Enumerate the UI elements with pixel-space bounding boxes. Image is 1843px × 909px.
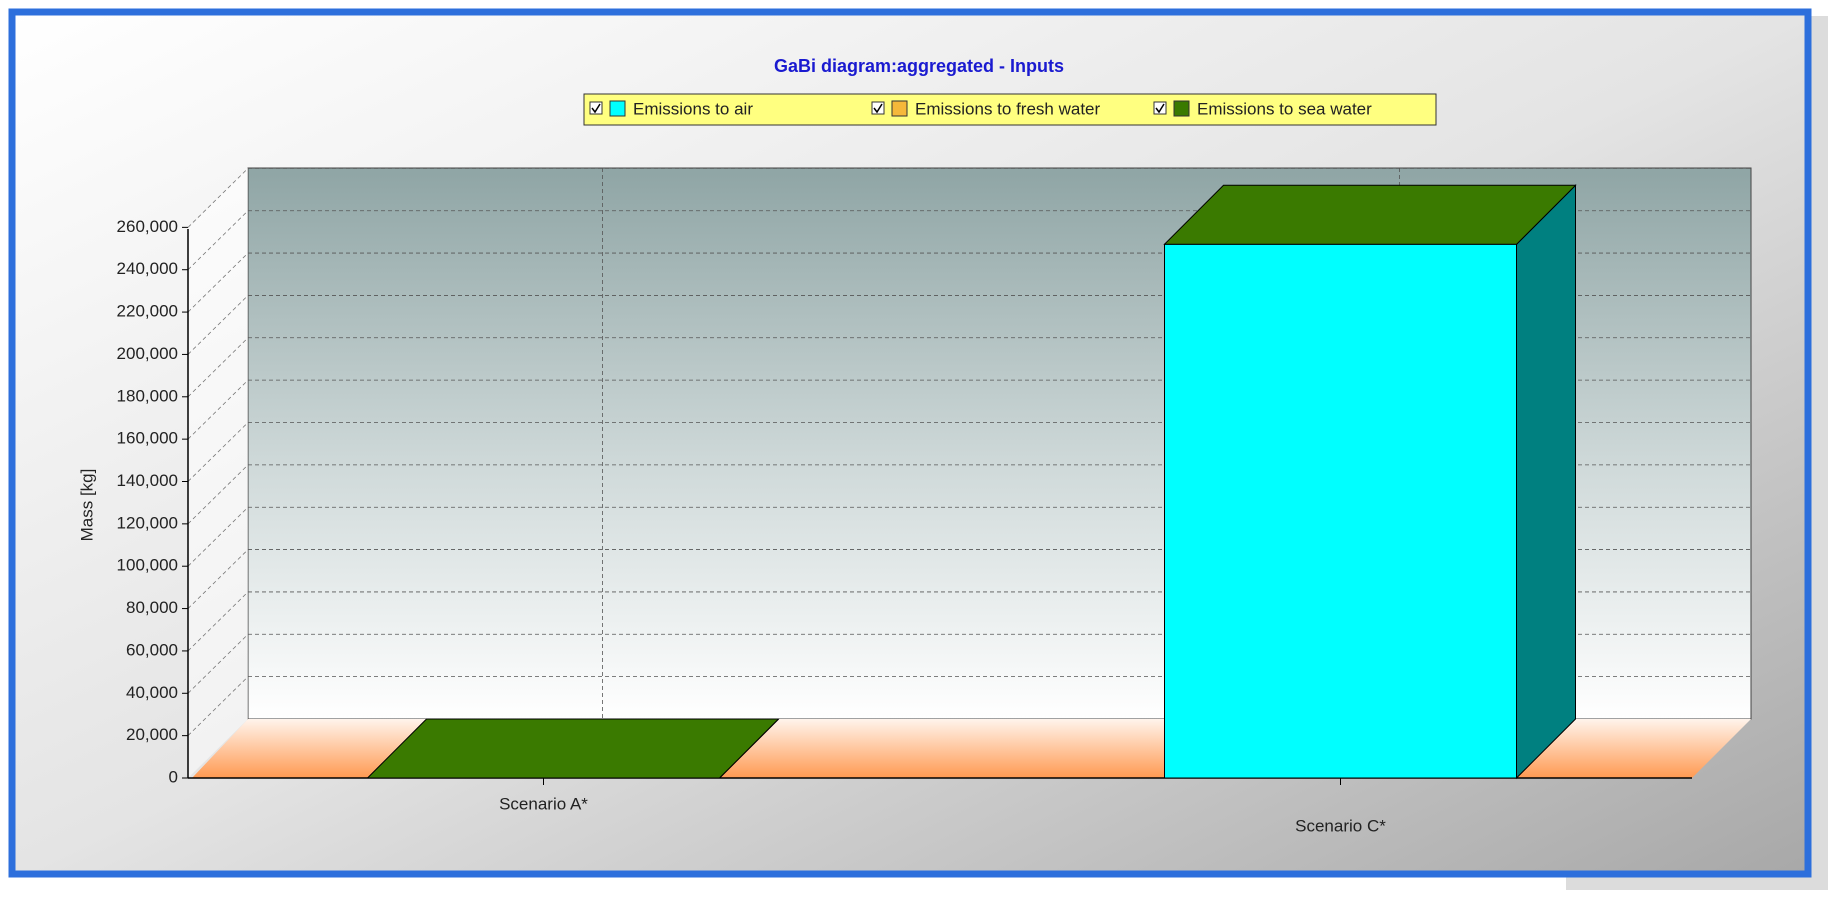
bar-top — [366, 718, 780, 779]
y-axis-label: Mass [kg] — [77, 469, 96, 542]
legend-swatch — [1173, 100, 1190, 117]
grid-line-side — [187, 252, 249, 313]
chart-title: GaBi diagram:aggregated - Inputs — [774, 56, 1064, 76]
grid-line-side — [187, 168, 249, 228]
y-tick-label: 140,000 — [117, 471, 178, 490]
grid-line-side — [187, 676, 249, 736]
grid-line-side — [187, 506, 249, 567]
y-tick-label: 260,000 — [117, 217, 178, 236]
legend-check — [873, 103, 883, 114]
bar-side — [1516, 184, 1576, 780]
legend-label: Emissions to air — [633, 99, 753, 118]
y-tick-label: 80,000 — [126, 598, 178, 617]
legend-swatch — [609, 100, 626, 117]
y-tick-label: 100,000 — [117, 556, 178, 575]
x-tick-label: Scenario A* — [499, 794, 588, 813]
y-tick-label: 0 — [169, 767, 178, 786]
y-tick-label: 20,000 — [126, 725, 178, 744]
grid-line-side — [187, 634, 249, 694]
legend-swatch — [891, 100, 908, 117]
y-tick-label: 240,000 — [117, 259, 178, 278]
grid-line-side — [187, 464, 249, 525]
grid-line-side — [187, 379, 249, 440]
y-tick-label: 120,000 — [117, 513, 178, 532]
y-tick-label: 160,000 — [117, 429, 178, 448]
grid-line-side — [187, 591, 249, 652]
grid-line-side — [187, 337, 249, 398]
x-tick-label: Scenario C* — [1295, 816, 1386, 835]
legend-check — [591, 103, 601, 114]
grid-line-side — [187, 210, 249, 270]
bar-front — [1164, 243, 1517, 779]
grid-line-side — [187, 422, 249, 482]
legend-checkbox — [1153, 101, 1167, 115]
legend-checkbox — [589, 101, 603, 115]
legend-label: Emissions to fresh water — [915, 99, 1101, 118]
legend — [583, 93, 1437, 126]
legend-checkbox — [871, 101, 885, 115]
legend-check — [1155, 103, 1165, 114]
y-tick-label: 200,000 — [117, 344, 178, 363]
grid-line-side — [187, 295, 249, 355]
grid-line-side — [187, 549, 249, 609]
side-wall — [188, 168, 248, 778]
y-tick-label: 40,000 — [126, 683, 178, 702]
y-tick-label: 180,000 — [117, 386, 178, 405]
bar-top — [1163, 184, 1577, 245]
legend-label: Emissions to sea water — [1197, 99, 1372, 118]
y-tick-label: 60,000 — [126, 640, 178, 659]
y-tick-label: 220,000 — [117, 302, 178, 321]
